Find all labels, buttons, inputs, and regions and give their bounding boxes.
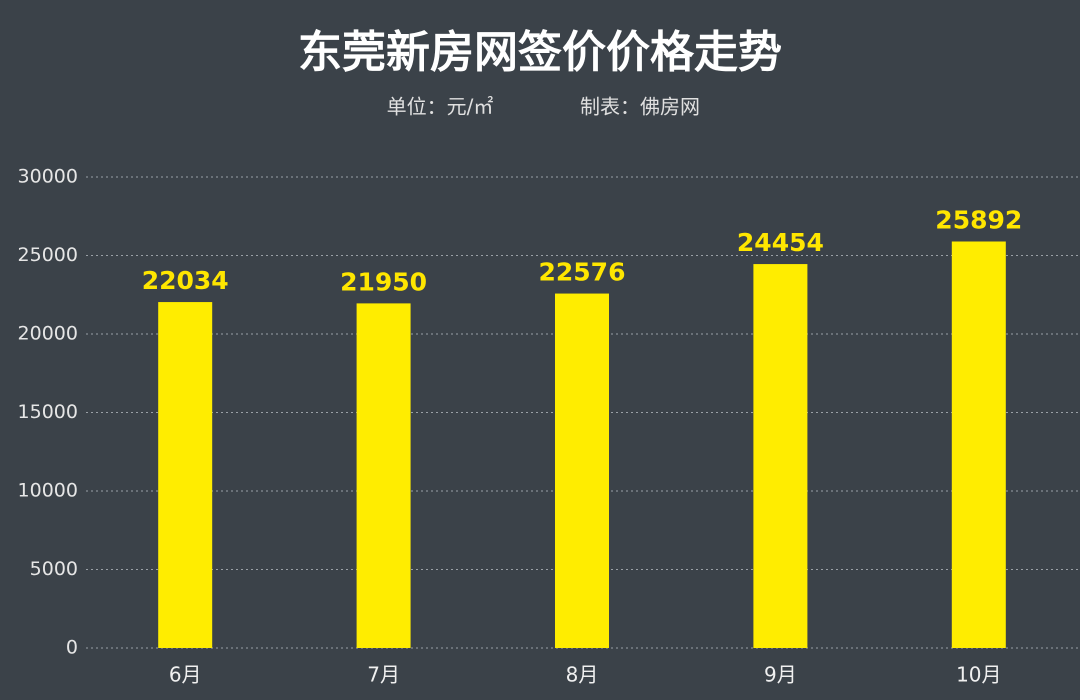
y-tick-label: 5000 xyxy=(30,558,78,580)
y-tick-label: 25000 xyxy=(18,244,78,266)
chart-title: 东莞新房网签价价格走势 xyxy=(298,27,782,78)
y-tick-label: 30000 xyxy=(18,166,78,188)
data-label: 22034 xyxy=(142,266,229,295)
bar xyxy=(951,241,1006,648)
y-tick-label: 0 xyxy=(66,637,78,659)
data-label: 22576 xyxy=(539,258,626,287)
bar xyxy=(555,293,609,648)
data-label: 24454 xyxy=(737,228,824,257)
bar xyxy=(753,264,808,648)
y-tick-label: 20000 xyxy=(18,323,78,345)
y-tick-label: 10000 xyxy=(18,480,78,502)
x-tick-label: 7月 xyxy=(367,663,400,687)
x-tick-label: 8月 xyxy=(566,663,599,687)
y-tick-label: 15000 xyxy=(18,401,78,423)
bar xyxy=(158,302,213,648)
bar xyxy=(356,303,411,648)
unit-label: 单位：元/㎡ xyxy=(387,95,494,119)
data-label: 21950 xyxy=(340,267,427,296)
data-label: 25892 xyxy=(935,205,1022,234)
x-tick-label: 6月 xyxy=(169,663,202,687)
source-label: 制表：佛房网 xyxy=(580,95,700,119)
x-tick-label: 10月 xyxy=(956,663,1001,687)
x-tick-label: 9月 xyxy=(764,663,797,687)
